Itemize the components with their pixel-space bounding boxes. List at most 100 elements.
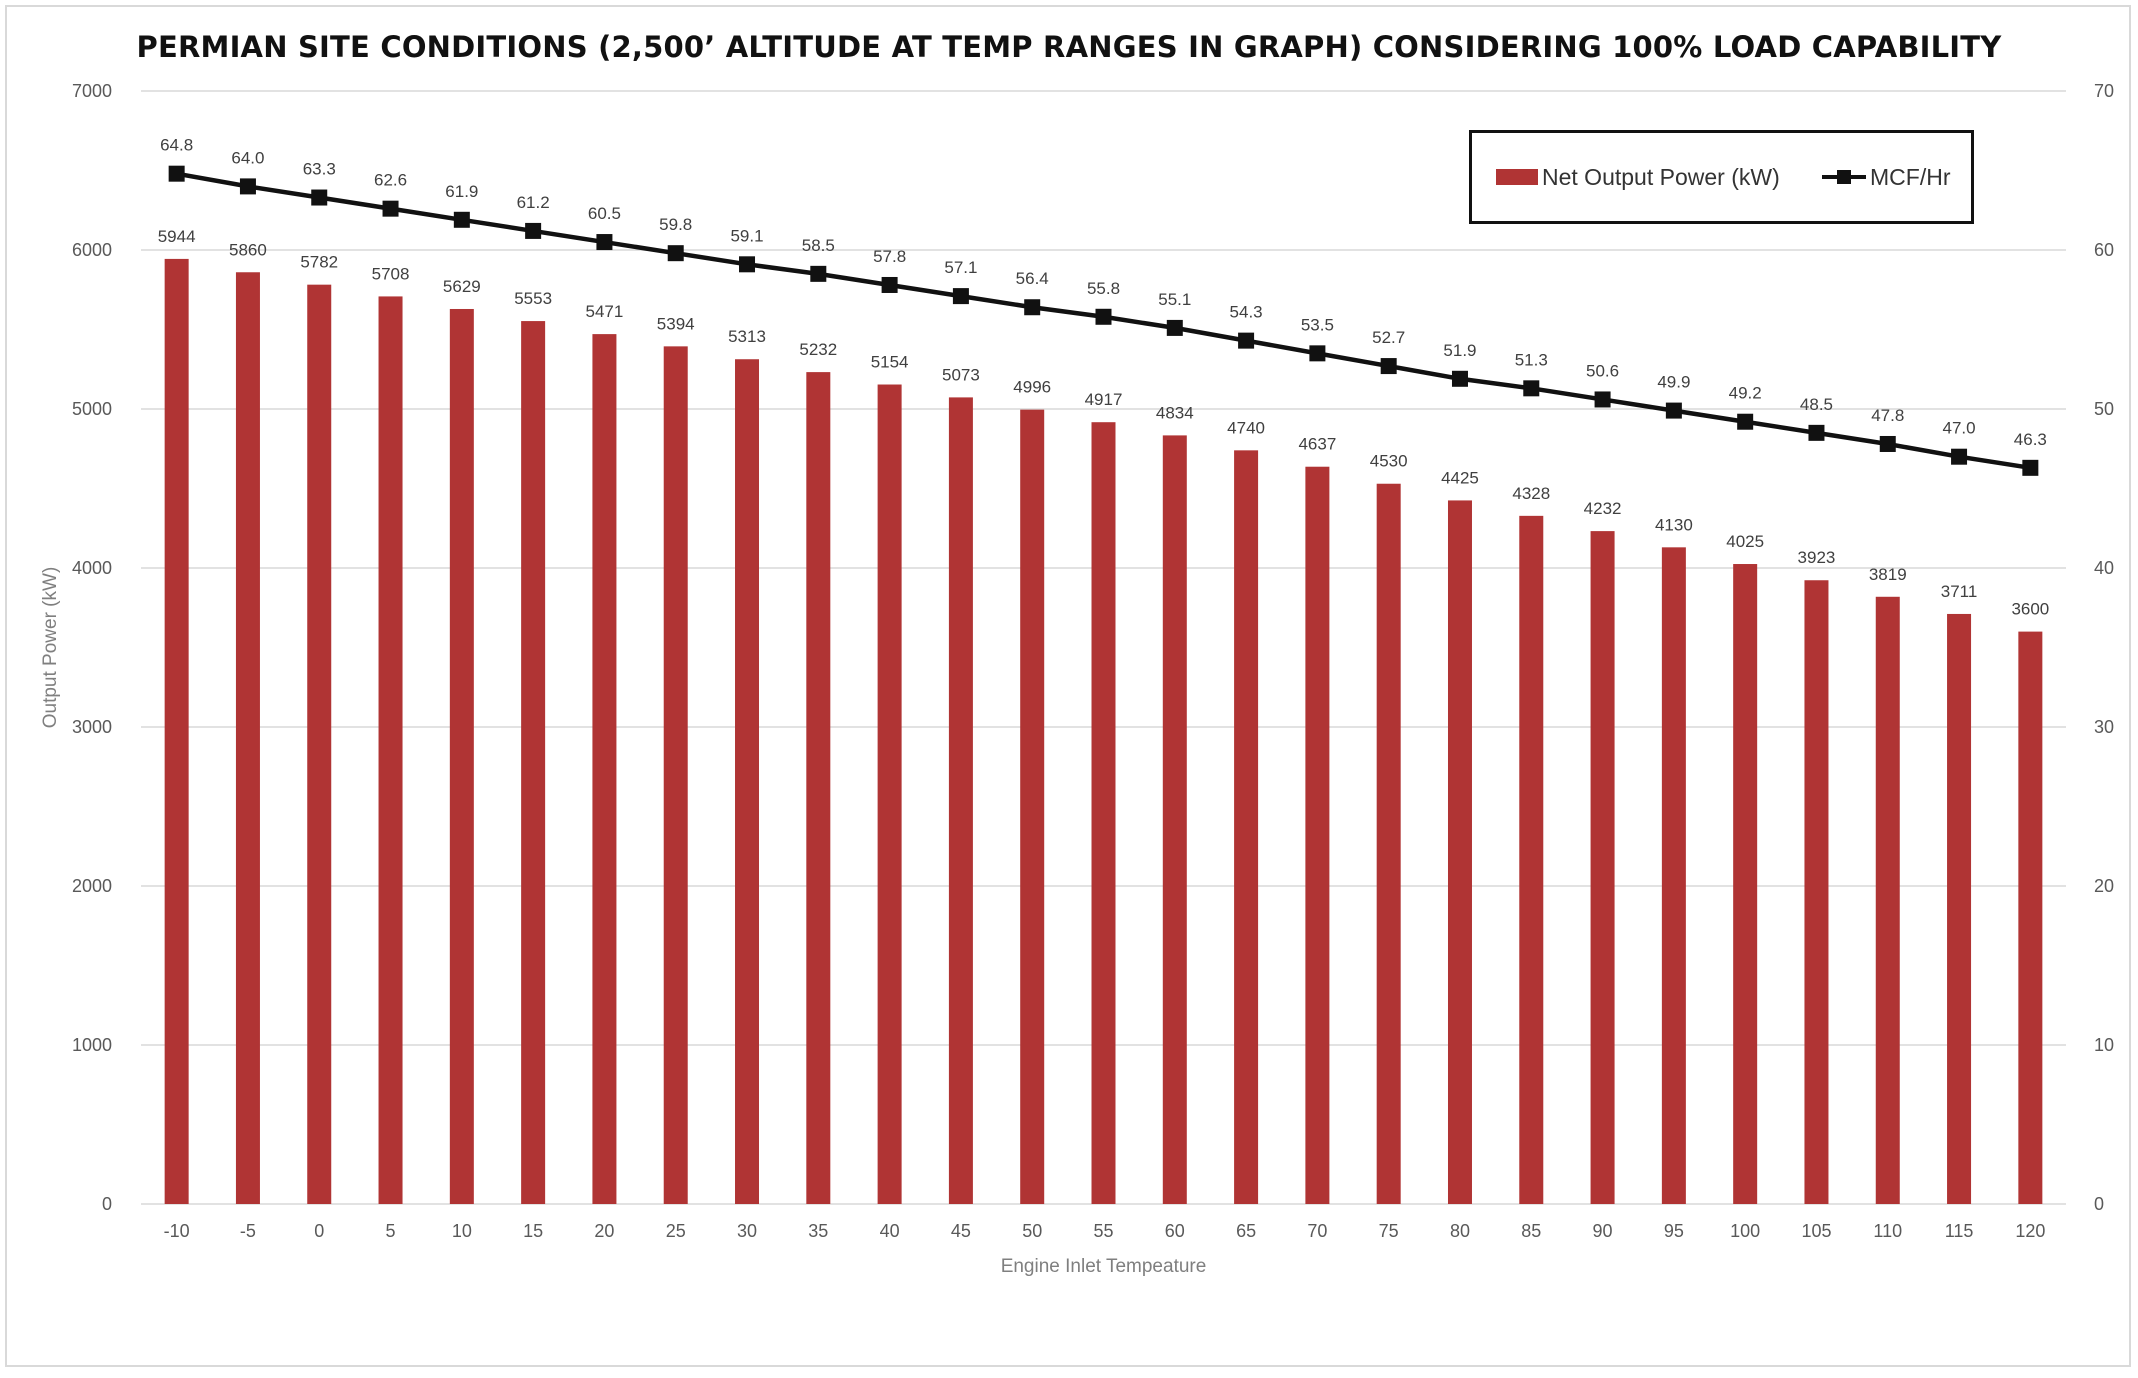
bar-series-net-output-power xyxy=(164,258,2043,1205)
line-data-label: 48.5 xyxy=(1800,395,1833,414)
bar xyxy=(663,346,688,1204)
line-data-label: 61.9 xyxy=(445,182,478,201)
line-data-label: 55.1 xyxy=(1158,290,1191,309)
data-labels: 5944 5860 5782 5708 5629 5553 5471 5394 5313 5232… xyxy=(158,136,2050,619)
bar xyxy=(1875,596,1900,1204)
bar xyxy=(1590,531,1615,1204)
bar xyxy=(1733,564,1758,1204)
line-data-label: 47.0 xyxy=(1943,419,1976,438)
bar xyxy=(948,397,973,1204)
legend-label-net-output-power: Net Output Power (kW) xyxy=(1542,163,1780,190)
mcf-hr-marker xyxy=(1737,413,1754,430)
bar-data-label: 4425 xyxy=(1441,468,1479,487)
mcf-hr-marker xyxy=(1951,448,1968,465)
x-tick-label: 85 xyxy=(1521,1221,1541,1241)
y-tick-label-left: 7000 xyxy=(72,81,112,101)
line-data-label: 59.1 xyxy=(730,226,763,245)
y-tick-label-left: 1000 xyxy=(72,1035,112,1055)
legend-item-net-output-power: Net Output Power (kW) xyxy=(1496,133,1780,221)
bar-data-label: 4740 xyxy=(1227,418,1265,437)
mcf-hr-marker xyxy=(952,288,969,305)
y-tick-label-right: 40 xyxy=(2094,558,2114,578)
x-tick-label: -10 xyxy=(164,1221,190,1241)
line-data-label: 53.5 xyxy=(1301,315,1334,334)
x-tick-label: 5 xyxy=(386,1221,396,1241)
axes: 0100020003000400050006000700001020304050… xyxy=(40,81,2114,1277)
bar xyxy=(1804,580,1829,1204)
x-tick-label: 75 xyxy=(1379,1221,1399,1241)
x-tick-label: 35 xyxy=(808,1221,828,1241)
mcf-hr-marker xyxy=(1095,308,1112,325)
bar xyxy=(1947,613,1972,1204)
x-tick-label: 60 xyxy=(1165,1221,1185,1241)
x-tick-label: 30 xyxy=(737,1221,757,1241)
mcf-hr-marker xyxy=(596,234,613,251)
bar-data-label: 4637 xyxy=(1298,435,1336,454)
mcf-hr-marker xyxy=(239,178,256,195)
bar-data-label: 4996 xyxy=(1013,378,1051,397)
bar xyxy=(521,321,546,1204)
bar-data-label: 5471 xyxy=(586,302,624,321)
x-tick-label: 95 xyxy=(1664,1221,1684,1241)
mcf-hr-marker xyxy=(881,276,898,293)
bar-data-label: 5232 xyxy=(799,340,837,359)
line-data-label: 54.3 xyxy=(1230,303,1263,322)
x-axis-title: Engine Inlet Tempeature xyxy=(1001,1256,1207,1277)
chart-title: PERMIAN SITE CONDITIONS (2,500’ ALTITUDE… xyxy=(136,30,2002,64)
bar xyxy=(1020,409,1045,1204)
x-tick-label: 25 xyxy=(666,1221,686,1241)
bar-data-label: 5944 xyxy=(158,227,196,246)
line-data-label: 50.6 xyxy=(1586,361,1619,380)
bar-data-label: 4917 xyxy=(1085,390,1123,409)
line-data-label: 57.1 xyxy=(944,258,977,277)
bar-data-label: 4834 xyxy=(1156,403,1194,422)
bar-data-label: 5313 xyxy=(728,327,766,346)
mcf-hr-marker xyxy=(1808,424,1825,441)
x-tick-label: 110 xyxy=(1873,1221,1902,1241)
y-tick-label-left: 3000 xyxy=(72,717,112,737)
mcf-hr-marker xyxy=(311,189,328,206)
bar-data-label: 4025 xyxy=(1726,532,1764,551)
bar-data-label: 5154 xyxy=(871,353,909,372)
mcf-hr-marker xyxy=(1451,370,1468,387)
mcf-hr-marker xyxy=(1238,332,1255,349)
mcf-hr-marker xyxy=(168,165,185,182)
x-tick-label: 40 xyxy=(880,1221,900,1241)
y-tick-label-left: 5000 xyxy=(72,399,112,419)
line-data-label: 61.2 xyxy=(517,193,550,212)
bar-data-label: 3923 xyxy=(1798,548,1836,567)
line-data-label: 51.9 xyxy=(1443,341,1476,360)
bar xyxy=(449,308,474,1204)
line-data-label: 55.8 xyxy=(1087,279,1120,298)
line-data-label: 58.5 xyxy=(802,236,835,255)
line-data-label: 49.9 xyxy=(1657,373,1690,392)
mcf-hr-marker xyxy=(810,265,827,282)
line-data-label: 60.5 xyxy=(588,204,621,223)
y-tick-label-right: 10 xyxy=(2094,1035,2114,1055)
bar xyxy=(1661,547,1686,1204)
bar-data-label: 3600 xyxy=(2011,600,2049,619)
x-tick-label: 90 xyxy=(1593,1221,1613,1241)
mcf-hr-marker xyxy=(2022,459,2039,476)
mcf-hr-marker xyxy=(1594,391,1611,408)
bar-data-label: 4232 xyxy=(1584,499,1622,518)
bar xyxy=(1305,466,1330,1204)
y-tick-label-left: 0 xyxy=(102,1194,112,1214)
bar-data-label: 5782 xyxy=(300,253,338,272)
x-tick-label: 10 xyxy=(452,1221,472,1241)
line-series-mcf-hr xyxy=(168,165,2039,476)
line-data-label: 63.3 xyxy=(303,160,336,179)
mcf-hr-marker xyxy=(1523,380,1540,397)
bar xyxy=(1447,500,1472,1204)
mcf-hr-marker xyxy=(1024,299,1041,316)
bar-data-label: 3819 xyxy=(1869,565,1907,584)
x-tick-label: 120 xyxy=(2015,1221,2045,1241)
y-tick-label-right: 0 xyxy=(2094,1194,2104,1214)
bar xyxy=(378,296,403,1205)
bar xyxy=(235,272,260,1204)
line-data-label: 52.7 xyxy=(1372,328,1405,347)
mcf-hr-marker xyxy=(739,256,756,273)
legend-item-mcf-hr: MCF/Hr xyxy=(1822,133,1950,221)
x-tick-label: 80 xyxy=(1450,1221,1470,1241)
legend-line-swatch xyxy=(1822,169,1866,185)
